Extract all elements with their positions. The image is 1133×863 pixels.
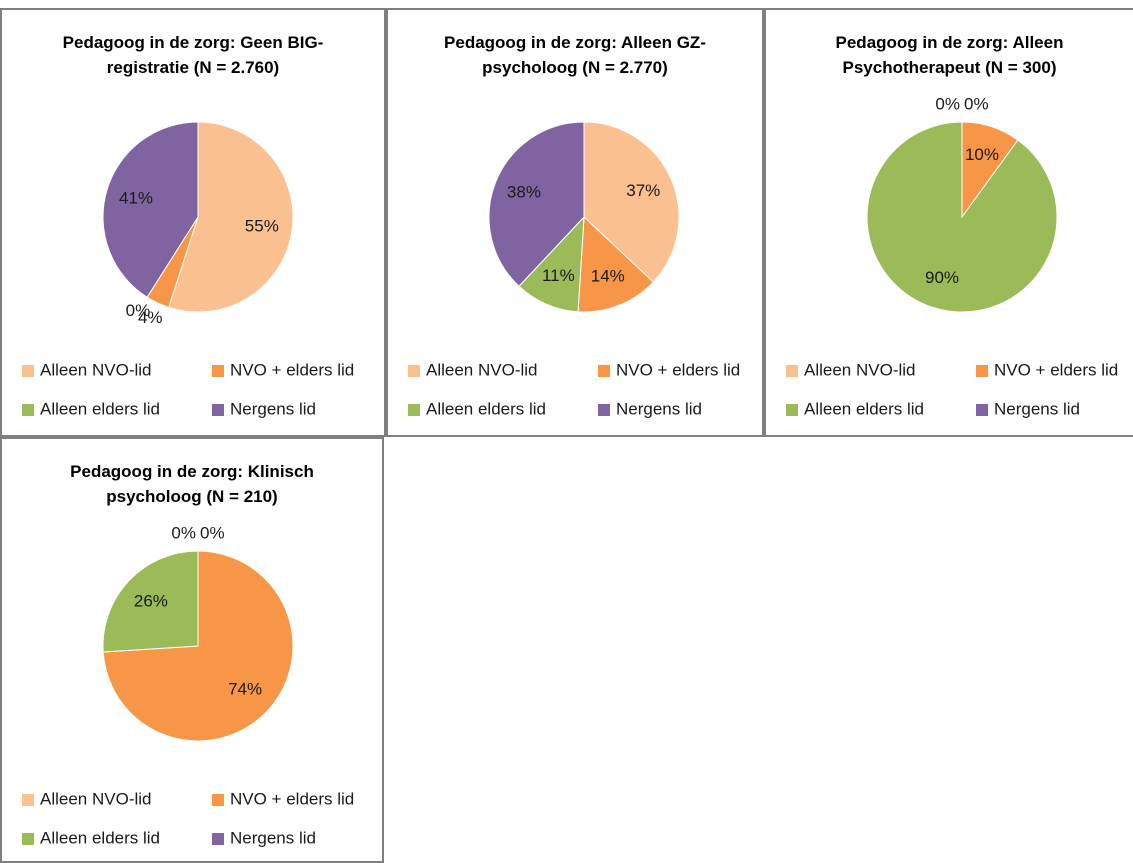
chart: 0% 10% 90% 0% Alleen NVO-lid NVO + elders lid… [786, 94, 1118, 418]
chart-panel: Pedagoog in de zorg: Alleen GZ-psycholoo… [386, 8, 764, 437]
legend-swatch [22, 794, 34, 806]
data-label: 0% [171, 523, 196, 542]
legend-swatch [22, 833, 34, 845]
chart-panel: Pedagoog in de zorg: Geen BIG-registrati… [0, 8, 386, 437]
data-label: 38% [507, 183, 541, 202]
legend-label: Nergens lid [230, 828, 316, 847]
legend-label: NVO + elders lid [230, 789, 354, 808]
pie-slice [168, 121, 294, 313]
chart-title: Pedagoog in de zorg: Klinisch psycholoog… [70, 462, 314, 506]
legend-label: Alleen elders lid [40, 828, 160, 847]
legend-swatch [786, 365, 798, 377]
chart-title: Pedagoog in de zorg: Alleen Psychotherap… [835, 33, 1064, 77]
legend-swatch [598, 365, 610, 377]
legend-label: Alleen elders lid [40, 399, 160, 418]
data-label: 41% [119, 188, 153, 207]
data-label: 74% [228, 680, 262, 699]
legend-label: Alleen NVO-lid [40, 789, 152, 808]
data-label: 11% [542, 266, 575, 285]
data-label: 0% [964, 94, 989, 113]
pie-slice [102, 550, 199, 653]
legend-swatch [976, 404, 988, 416]
legend-label: Alleen elders lid [426, 399, 546, 418]
legend-label: Alleen elders lid [804, 399, 924, 418]
data-label: 10% [965, 145, 999, 164]
pie-slice [577, 215, 654, 313]
data-label: 4% [138, 308, 163, 327]
legend-label: Nergens lid [230, 399, 316, 418]
legend-swatch [212, 404, 224, 416]
legend-swatch [408, 404, 420, 416]
chart-title: Pedagoog in de zorg: Geen BIG-registrati… [62, 33, 324, 77]
pie-slice [488, 121, 585, 287]
legend-swatch [976, 365, 988, 377]
data-label: 26% [134, 591, 168, 610]
pie-slice [583, 121, 680, 283]
legend-swatch [212, 794, 224, 806]
legend-label: NVO + elders lid [994, 360, 1118, 379]
legend-swatch [786, 404, 798, 416]
pie-slice [102, 121, 199, 298]
legend-swatch [408, 365, 420, 377]
data-label: 37% [626, 181, 660, 200]
legend-label: Nergens lid [616, 399, 702, 418]
data-label: 0% [126, 301, 151, 320]
data-label: 90% [925, 268, 959, 287]
data-label: 14% [591, 267, 625, 286]
chart: 37% 14% 11% 38% Alleen NVO-lid NVO + elders l… [408, 121, 740, 418]
legend-label: Nergens lid [994, 399, 1080, 418]
legend-swatch [22, 365, 34, 377]
legend-swatch [212, 365, 224, 377]
legend-label: Alleen NVO-lid [426, 360, 538, 379]
legend-label: NVO + elders lid [230, 360, 354, 379]
pie-slice [866, 121, 1058, 313]
data-label: 55% [245, 217, 279, 236]
chart: 0% 74% 26% 0% Alleen NVO-lid NVO + elders lid… [22, 523, 354, 847]
legend-swatch [212, 833, 224, 845]
chart-title: Pedagoog in de zorg: Alleen GZ-psycholoo… [444, 33, 706, 77]
legend-label: NVO + elders lid [616, 360, 740, 379]
data-label: 0% [200, 523, 225, 542]
legend-swatch [598, 404, 610, 416]
chart: 55% 4%0% 41% Alleen NVO-lid NVO + elders lid… [22, 121, 354, 418]
legend-label: Alleen NVO-lid [40, 360, 152, 379]
data-label: 0% [935, 94, 960, 113]
chart-panel: Pedagoog in de zorg: Klinisch psycholoog… [0, 437, 384, 863]
legend-label: Alleen NVO-lid [804, 360, 916, 379]
chart-panel: Pedagoog in de zorg: Alleen Psychotherap… [764, 8, 1133, 437]
legend-swatch [22, 404, 34, 416]
pie-slice [518, 215, 585, 313]
